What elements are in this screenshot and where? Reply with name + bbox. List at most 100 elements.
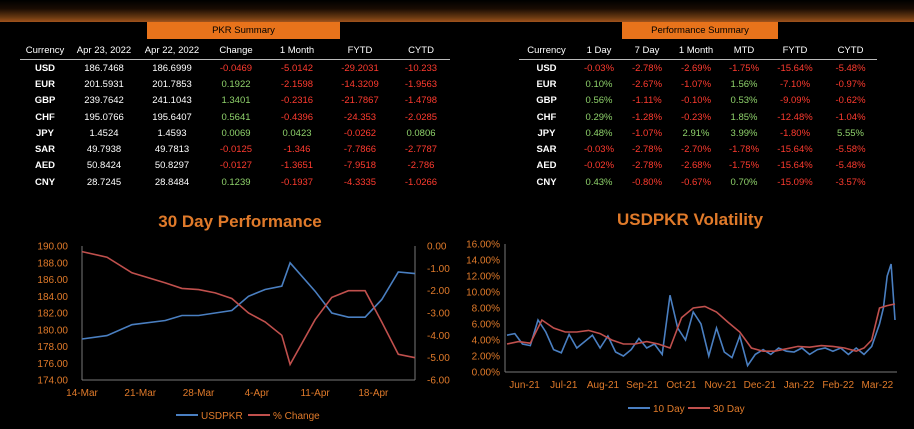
cell-a: 195.0766 [84, 111, 124, 123]
cell-b: 28.8484 [154, 176, 190, 188]
x-tick-label: 4-Apr [245, 388, 270, 399]
cell-y: -2.786 [407, 160, 435, 172]
x-tick-label: Feb-22 [822, 380, 854, 391]
table-row: SAR -0.03% -2.78% -2.70% -1.78% -15.64% -5.58% [519, 141, 877, 157]
cell-m1: -2.69% [680, 62, 712, 74]
table-row: CNY 0.43% -0.80% -0.67% 0.70% -15.09% -3.57% [519, 174, 877, 190]
cell-y: -10.233 [404, 62, 438, 74]
cell-fytd: -15.64% [777, 160, 813, 172]
cell-b: 1.4593 [157, 127, 187, 139]
cell-cytd: -5.48% [835, 160, 866, 172]
cell-cur: EUR [536, 78, 557, 90]
x-tick-label: Jun-21 [509, 380, 540, 391]
cell-a: 49.7938 [86, 144, 122, 156]
cell-mtd: -1.78% [728, 144, 760, 156]
cell-cur: SAR [34, 144, 56, 156]
col-date-1: Apr 23, 2022 [70, 42, 138, 60]
cell-a: 28.7245 [86, 176, 122, 188]
col-currency: Currency [20, 42, 70, 60]
y-tick-label: 0.00% [472, 368, 500, 379]
cell-f: -24.353 [343, 111, 377, 123]
cell-f: -4.3335 [343, 176, 377, 188]
cell-b: 49.7813 [154, 144, 190, 156]
cell-cytd: -3.57% [835, 176, 866, 188]
cell-d7: -0.80% [631, 176, 663, 188]
cell-c: 0.1922 [221, 78, 251, 90]
cell-mtd: 3.99% [730, 127, 758, 139]
cell-cytd: -0.97% [835, 78, 866, 90]
cell-fytd: -1.80% [779, 127, 811, 139]
x-tick-label: Jan-22 [784, 380, 815, 391]
x-tick-label: Jul-21 [550, 380, 578, 391]
cell-d7: -1.11% [632, 95, 662, 107]
cell-cur: JPY [36, 127, 54, 139]
cell-mtd: 1.56% [730, 78, 758, 90]
cell-m1: -0.23% [680, 111, 712, 123]
table-row: AED -0.02% -2.78% -2.68% -1.75% -15.64% -5.48% [519, 158, 877, 174]
cell-f: -7.7866 [343, 144, 377, 156]
cell-cytd: -5.48% [835, 62, 866, 74]
series-line-10-day [506, 263, 896, 368]
col-mtd: MTD [722, 42, 766, 60]
table-row: USD 186.7468 186.6999 -0.0469 -5.0142 -29.203… [20, 60, 450, 77]
cell-a: 239.7642 [84, 95, 124, 107]
cell-d1: 0.29% [585, 111, 613, 123]
cell-fytd: -15.64% [777, 144, 813, 156]
cell-f: -0.0262 [343, 127, 377, 139]
cell-a: 186.7468 [84, 62, 124, 74]
cell-a: 201.5931 [84, 78, 124, 90]
cell-m1: 2.91% [682, 127, 710, 139]
cell-m: -0.4396 [280, 111, 314, 123]
cell-mtd: 1.85% [730, 111, 758, 123]
cell-y: -2.7787 [404, 144, 438, 156]
table-row: CHF 0.29% -1.28% -0.23% 1.85% -12.48% -1.04% [519, 109, 877, 125]
cell-y: -1.4798 [404, 95, 438, 107]
y-right-tick-label: -4.00 [427, 331, 450, 342]
cell-d1: 0.10% [585, 78, 613, 90]
y-left-tick-label: 190.00 [37, 242, 68, 253]
cell-fytd: -7.10% [779, 78, 811, 90]
table-row: AED 50.8424 50.8297 -0.0127 -1.3651 -7.9518 -2… [20, 158, 450, 174]
col-cytd: CYTD [392, 42, 450, 60]
table-row: JPY 0.48% -1.07% 2.91% 3.99% -1.80% 5.55% [519, 125, 877, 141]
col-7-day: 7 Day [624, 42, 670, 60]
col-1-day: 1 Day [574, 42, 624, 60]
cell-cytd: -0.62% [835, 95, 866, 107]
cell-fytd: -9.09% [779, 95, 811, 107]
series-line-30-day [506, 303, 896, 353]
cell-cur: CHF [35, 111, 55, 123]
y-right-tick-label: -2.00 [427, 286, 450, 297]
table-row: GBP 239.7642 241.1043 1.3401 -0.2316 -21.7867… [20, 93, 450, 109]
cell-m: -2.1598 [280, 78, 314, 90]
table-row: EUR 0.10% -2.67% -1.07% 1.56% -7.10% -0.97% [519, 76, 877, 92]
table-row: SAR 49.7938 49.7813 -0.0125 -1.346 -7.7866 -2.… [20, 141, 450, 157]
cell-b: 195.6407 [152, 111, 192, 123]
cell-c: -0.0469 [219, 62, 253, 74]
cell-f: -7.9518 [343, 160, 377, 172]
col-fytd: FYTD [766, 42, 824, 60]
cell-d1: 0.56% [585, 95, 613, 107]
y-left-tick-label: 186.00 [37, 275, 68, 286]
y-left-tick-label: 176.00 [37, 359, 68, 370]
cell-cur: CNY [34, 176, 56, 188]
cell-m1: -2.70% [680, 144, 712, 156]
cell-fytd: -15.09% [777, 176, 813, 188]
x-tick-label: Nov-21 [704, 380, 737, 391]
col-1-month: 1 Month [266, 42, 328, 60]
series-line-usdpkr [81, 261, 416, 340]
cell-cur: USD [34, 62, 56, 74]
cell-d7: -2.78% [631, 160, 663, 172]
col-1-month: 1 Month [670, 42, 722, 60]
y-left-tick-label: 188.00 [37, 258, 68, 269]
x-tick-label: 14-Mar [66, 388, 98, 399]
pkr-summary-table: Currency Apr 23, 2022 Apr 22, 2022 Chang… [20, 42, 450, 190]
cell-cur: GBP [34, 95, 56, 107]
cell-m: -1.346 [283, 144, 311, 156]
cell-y: -1.9563 [404, 78, 438, 90]
cell-cur: CHF [536, 111, 557, 123]
cell-d7: -1.07% [631, 127, 663, 139]
cell-d1: -0.03% [583, 144, 615, 156]
cell-b: 201.7853 [152, 78, 192, 90]
cell-cur: SAR [536, 144, 557, 156]
cell-c: 1.3401 [221, 95, 251, 107]
